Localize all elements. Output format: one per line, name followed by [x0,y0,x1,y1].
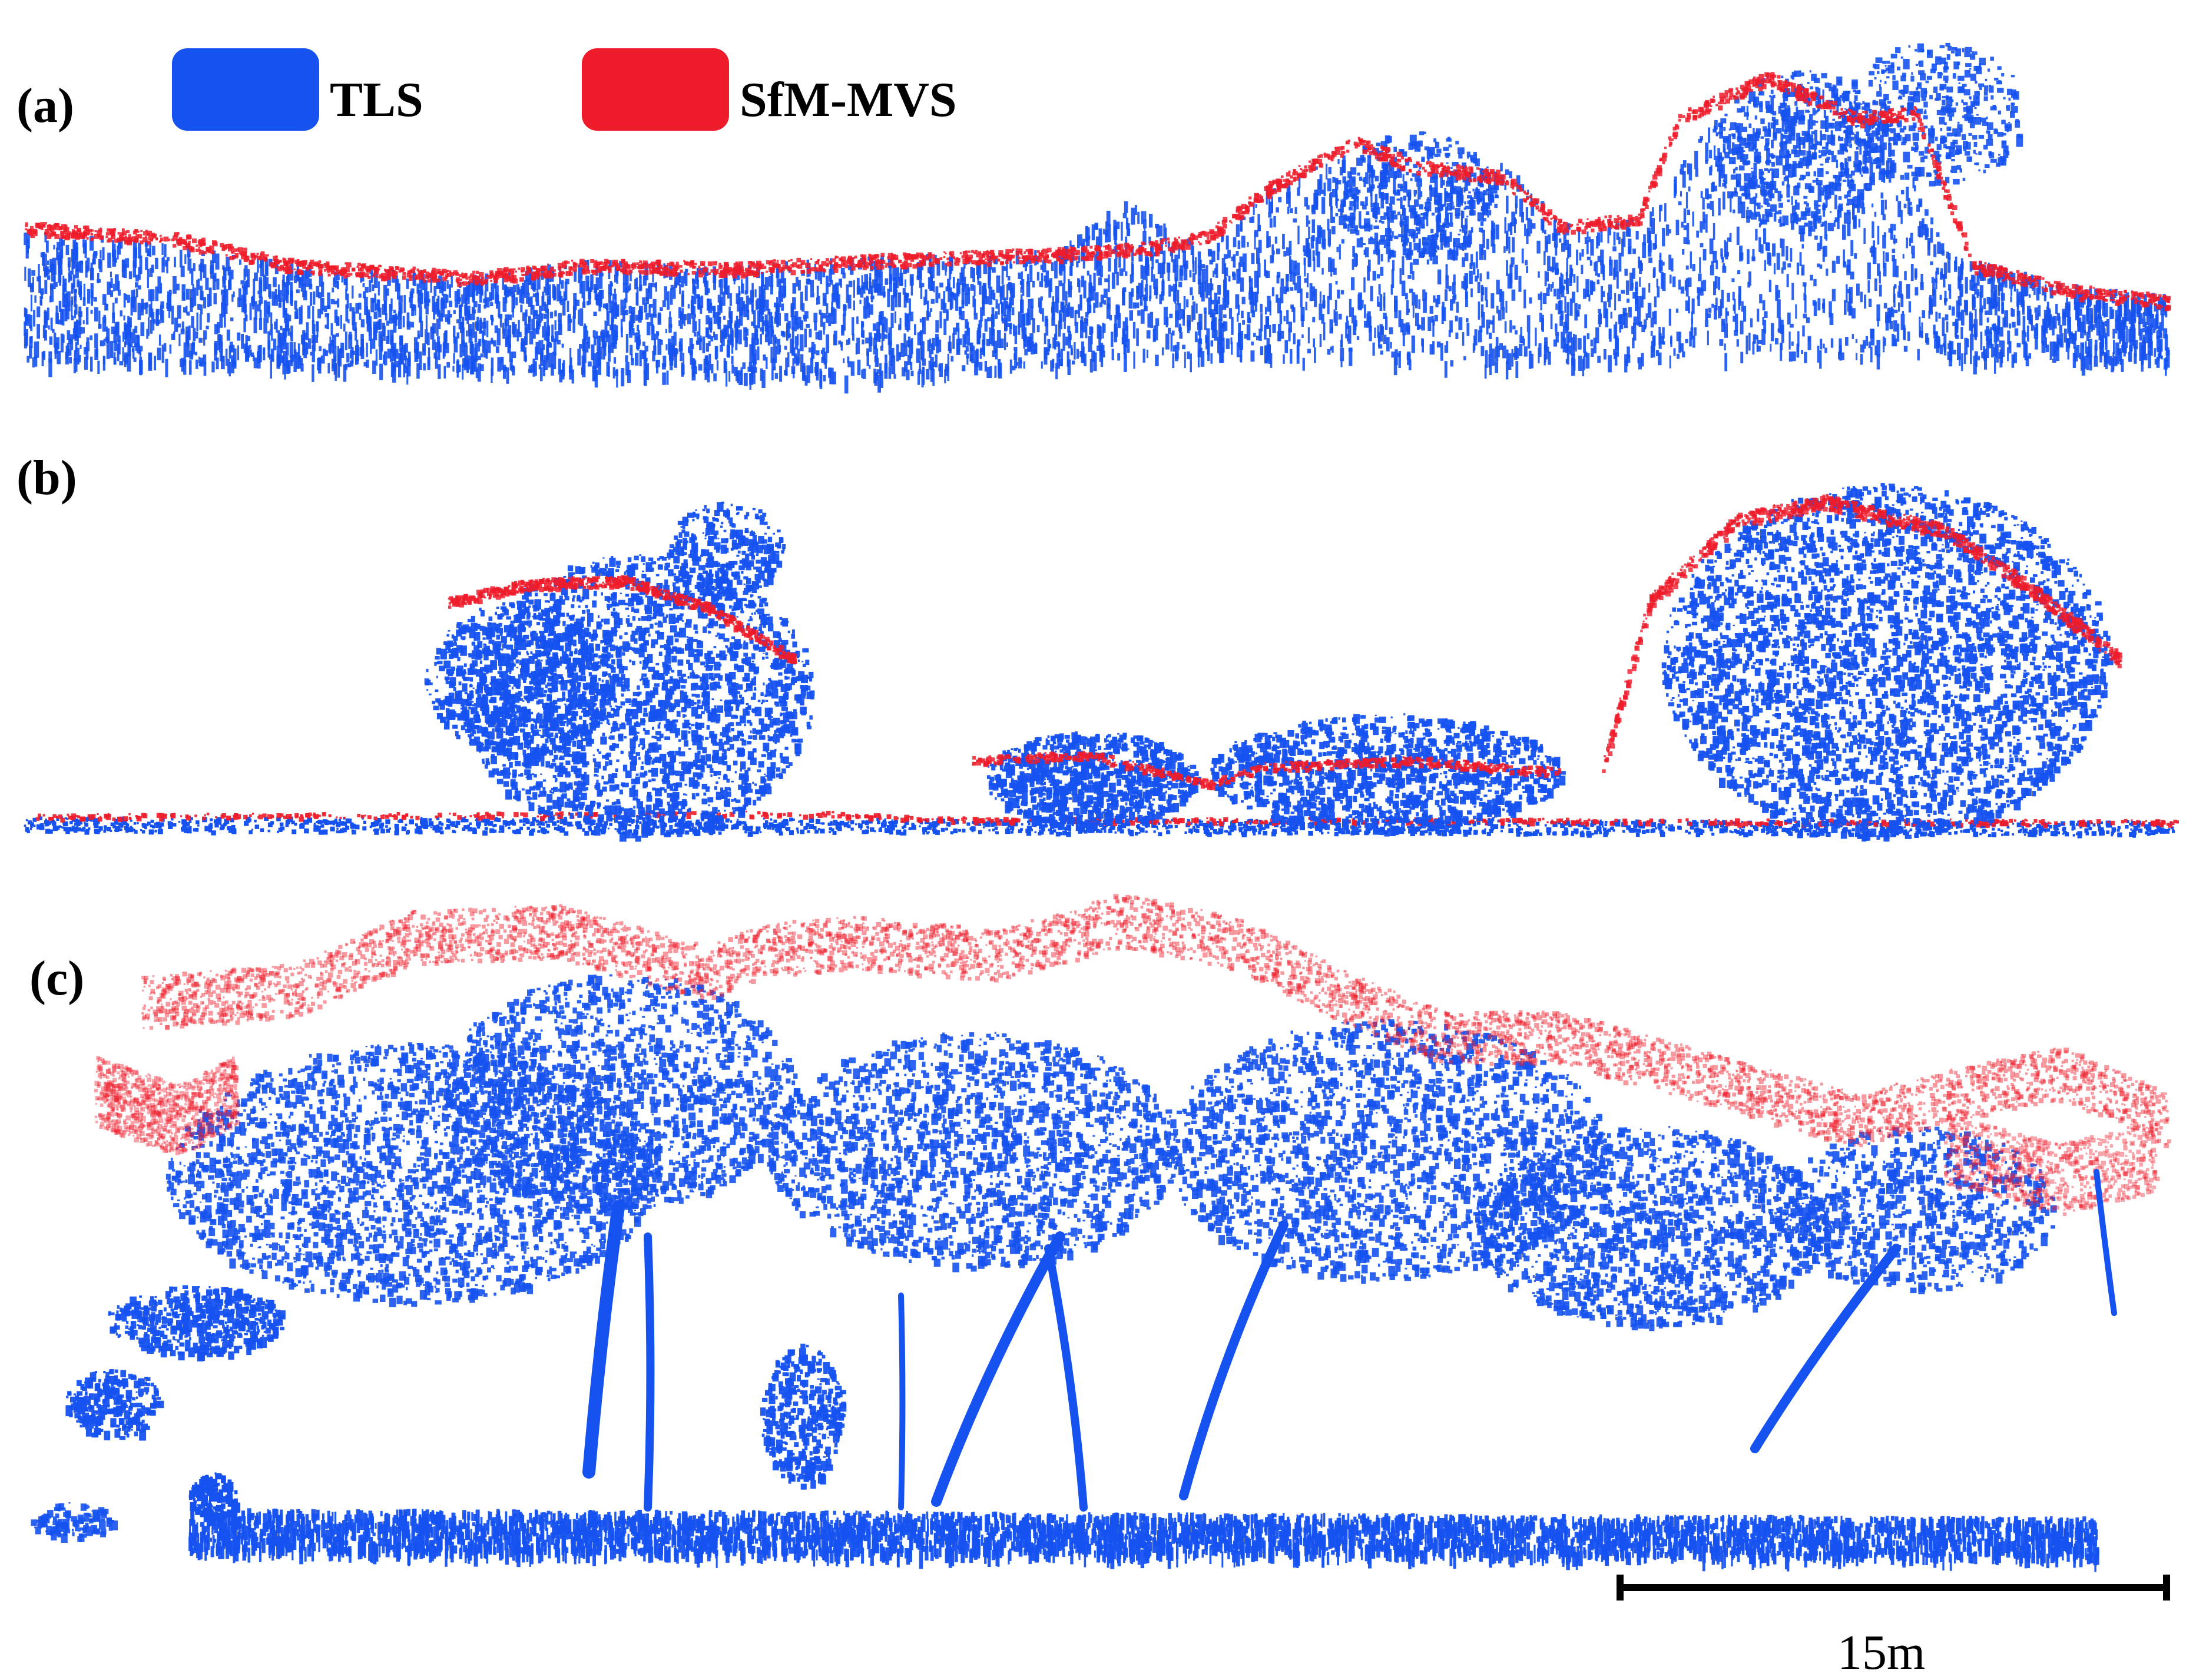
scale-bar-line [1617,1584,2170,1591]
legend-swatch-sfm [582,48,729,131]
panel-label-b: (b) [16,453,77,503]
panel-label-a: (a) [16,81,74,131]
scale-bar-tick-left [1617,1575,1624,1601]
scale-bar-tick-right [2163,1575,2170,1601]
legend-swatch-tls [172,48,319,131]
legend-label-sfm: SfM-MVS [740,75,957,125]
scale-bar-label: 15m [1837,1628,1925,1678]
legend-label-tls: TLS [330,75,423,125]
panel-label-c: (c) [29,954,84,1003]
panel-c-point-cloud [31,894,2171,1572]
panel-b-point-cloud [24,483,2179,841]
